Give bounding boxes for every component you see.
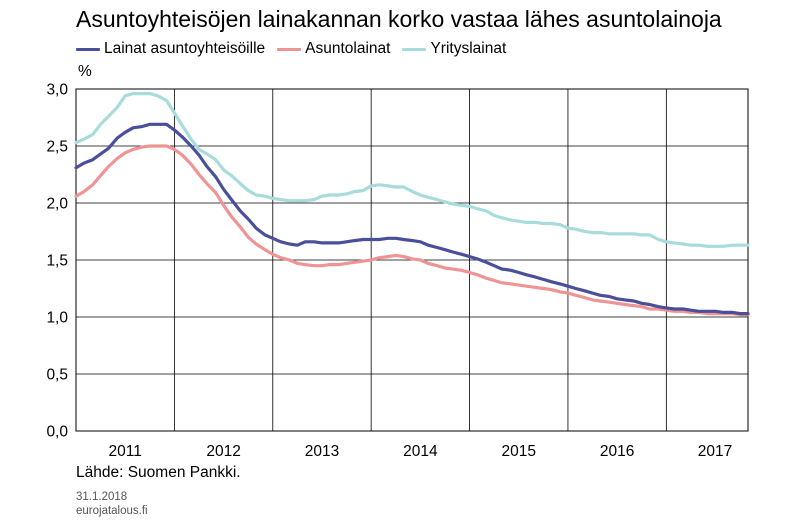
plot-border: [75, 88, 749, 432]
x-tick-label: 2016: [600, 443, 634, 460]
x-tick-label: 2014: [403, 443, 438, 460]
legend-label-yrityslainat: Yrityslainat: [430, 40, 507, 57]
footer-date: 31.1.2018: [76, 491, 128, 503]
series-line-yrityslainat: [74, 92, 750, 248]
x-tick-label: 2011: [109, 443, 142, 460]
y-tick-label: 0,0: [46, 424, 68, 441]
y-tick-label: 2,5: [46, 139, 68, 156]
y-tick-label: 0,5: [46, 367, 68, 384]
legend-swatch-yrityslainat: [402, 47, 427, 51]
y-tick-label: 3,0: [46, 82, 68, 99]
legend-item-asuntoyhteisot: Lainat asuntoyhteisöille: [76, 40, 265, 58]
legend-swatch-asuntoyhteisot: [76, 47, 100, 51]
legend: Lainat asuntoyhteisöille Asuntolainat Yr…: [76, 40, 518, 58]
source-note: Lähde: Suomen Pankki.: [76, 464, 241, 481]
y-tick-label: 1,0: [46, 310, 68, 327]
x-tick-label: 2012: [206, 443, 240, 460]
series-line-asuntolainat: [74, 144, 750, 317]
y-tick-label: 2,0: [46, 196, 68, 213]
legend-item-yrityslainat: Yrityslainat: [402, 40, 506, 58]
x-tick-label: 2013: [305, 443, 339, 460]
x-tick-label: 2015: [502, 443, 536, 460]
x-tick-label: 2017: [698, 443, 732, 460]
legend-label-asuntolainat: Asuntolainat: [305, 40, 391, 57]
chart-title: Asuntoyhteisöjen lainakannan korko vasta…: [76, 6, 722, 32]
legend-item-asuntolainat: Asuntolainat: [277, 40, 390, 58]
y-axis-unit: %: [78, 63, 92, 80]
legend-label-asuntoyhteisot: Lainat asuntoyhteisöille: [104, 40, 266, 57]
series-line-asuntoyhteisot: [74, 122, 750, 316]
footer-site: eurojatalous.fi: [76, 505, 148, 517]
y-tick-label: 1,5: [46, 253, 68, 270]
legend-swatch-asuntolainat: [277, 47, 302, 51]
